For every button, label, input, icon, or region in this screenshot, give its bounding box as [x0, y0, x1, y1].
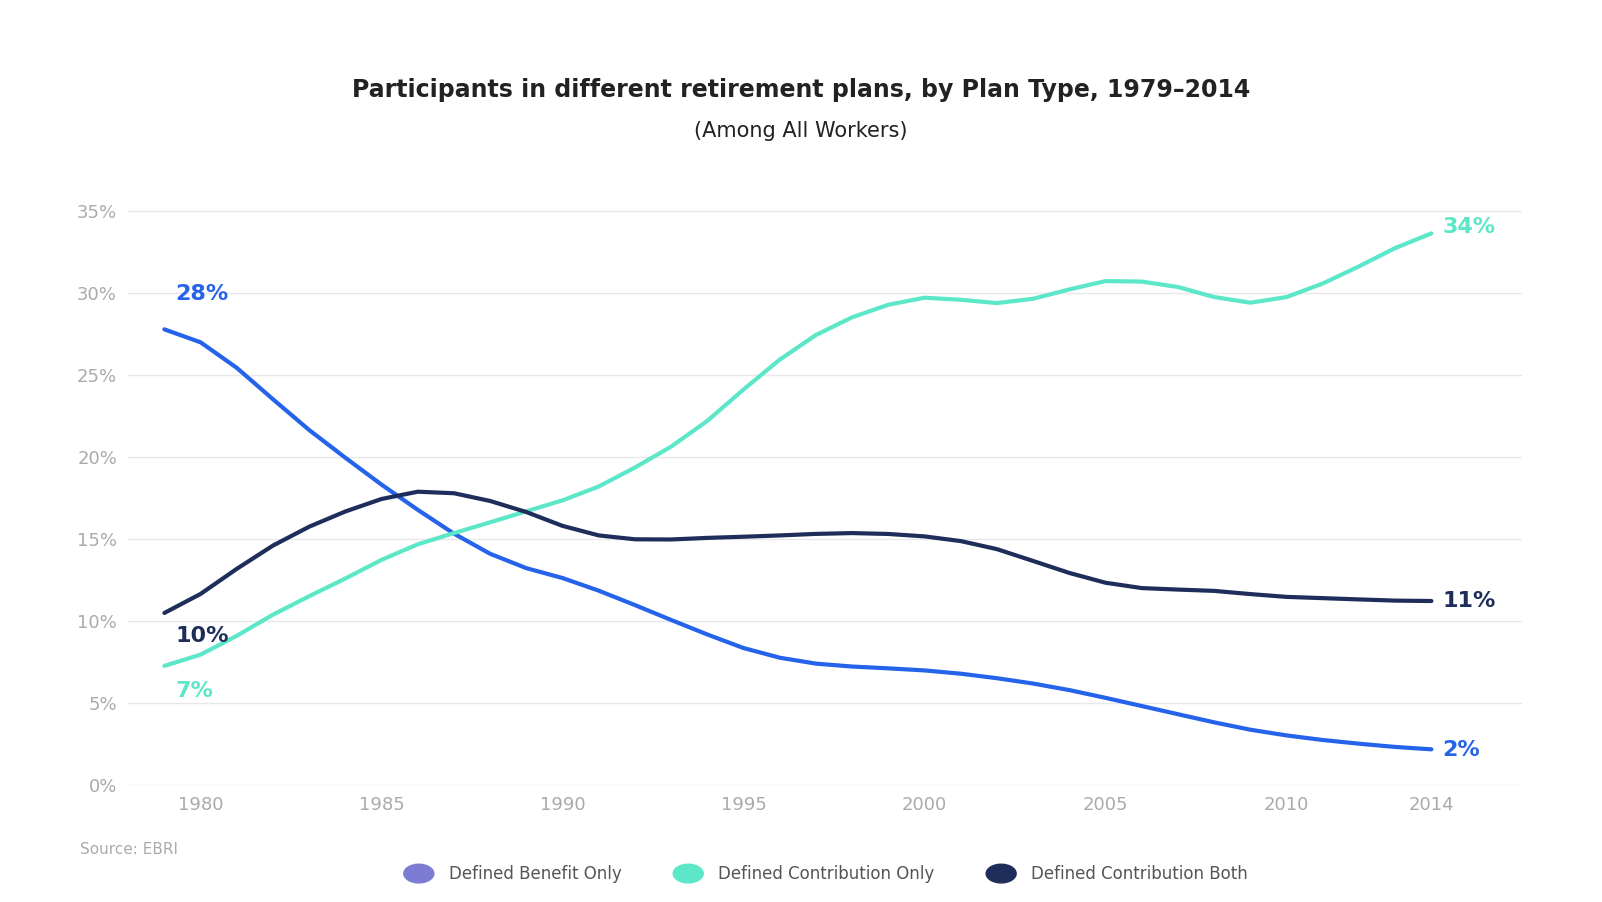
Text: 11%: 11% — [1442, 591, 1496, 611]
Text: (Among All Workers): (Among All Workers) — [694, 121, 908, 141]
Text: 2%: 2% — [1442, 741, 1480, 760]
Text: 10%: 10% — [175, 626, 229, 646]
Text: 28%: 28% — [175, 284, 229, 304]
Legend: Defined Benefit Only, Defined Contribution Only, Defined Contribution Both: Defined Benefit Only, Defined Contributi… — [396, 859, 1254, 890]
Text: 34%: 34% — [1442, 217, 1495, 237]
Text: Source: EBRI: Source: EBRI — [80, 842, 178, 857]
Text: Participants in different retirement plans, by Plan Type, 1979–2014: Participants in different retirement pla… — [352, 78, 1250, 102]
Text: 7%: 7% — [175, 681, 213, 702]
